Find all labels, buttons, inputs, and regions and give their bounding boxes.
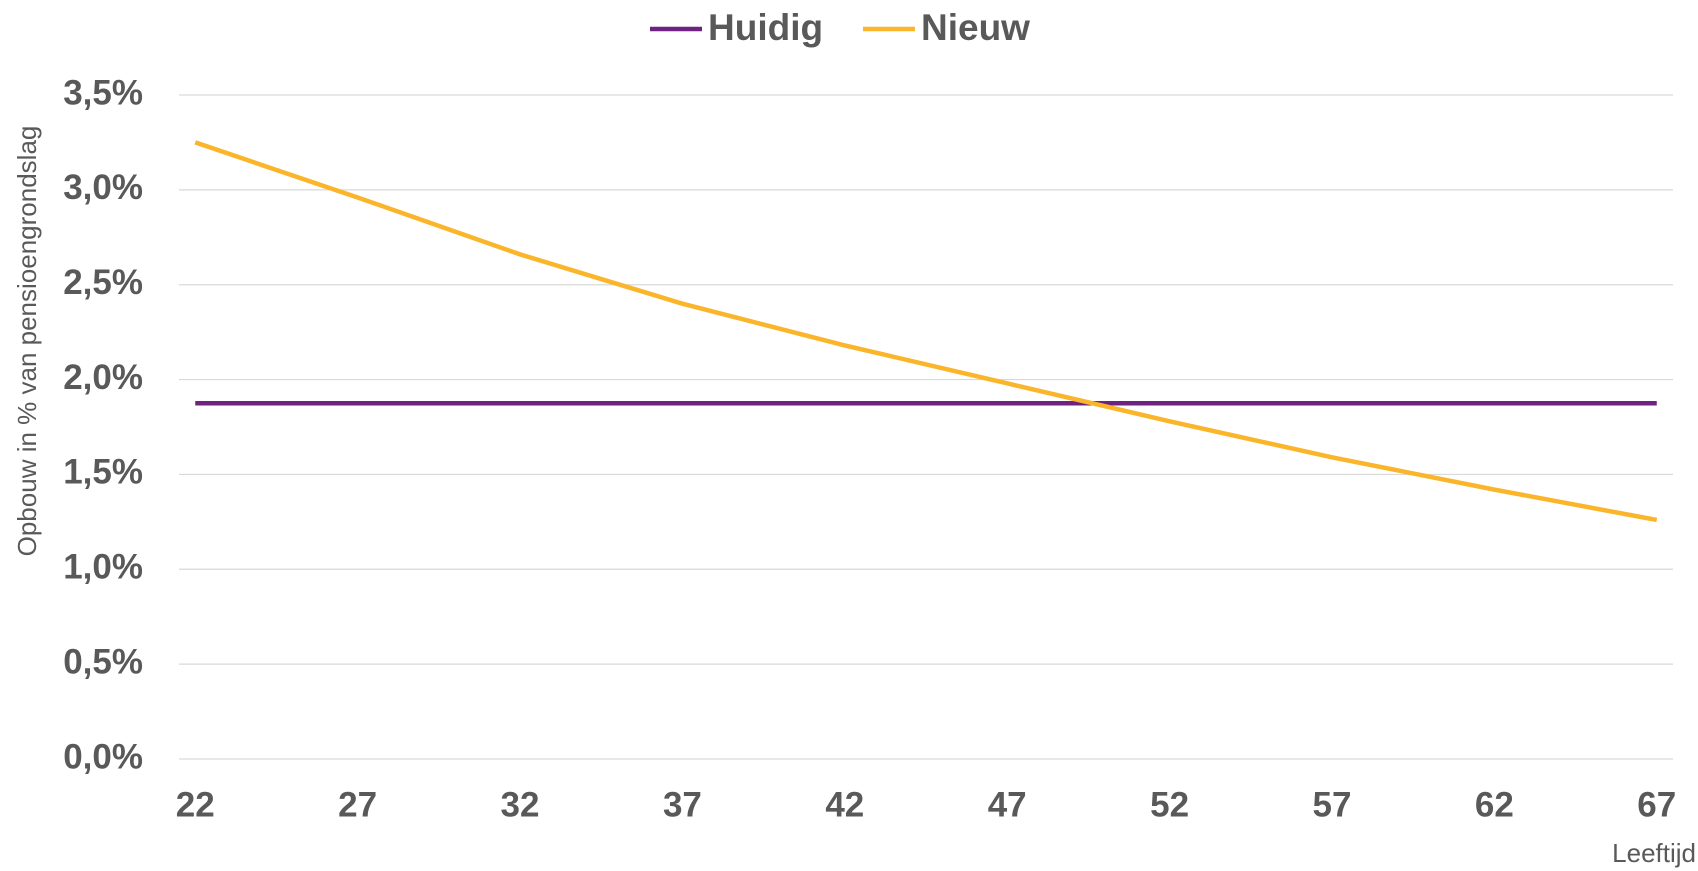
x-tick-label: 37 <box>663 785 702 824</box>
x-tick-label: 62 <box>1475 785 1514 824</box>
x-tick-label: 22 <box>176 785 215 824</box>
series-line <box>194 140 1658 523</box>
y-tick-label: 1,5% <box>63 453 143 492</box>
y-tick-label: 1,0% <box>63 548 143 587</box>
y-tick-label: 0,5% <box>63 642 143 681</box>
y-tick-label: 2,5% <box>63 263 143 302</box>
y-tick-label: 2,0% <box>63 358 143 397</box>
x-tick-label: 27 <box>338 785 377 824</box>
y-axis-title: Opbouw in % van pensioengrondslag <box>12 126 42 557</box>
x-tick-label: 57 <box>1313 785 1352 824</box>
legend-label: Huidig <box>708 7 823 48</box>
x-tick-label: 47 <box>988 785 1027 824</box>
y-tick-label: 3,5% <box>63 73 143 112</box>
x-tick-label: 52 <box>1150 785 1189 824</box>
legend-label: Nieuw <box>921 7 1030 48</box>
x-tick-label: 32 <box>501 785 540 824</box>
y-tick-label: 0,0% <box>63 737 143 776</box>
y-tick-label: 3,0% <box>63 168 143 207</box>
x-axis-title: Leeftijd <box>1612 838 1696 868</box>
x-tick-label: 42 <box>825 785 864 824</box>
x-tick-label: 67 <box>1637 785 1676 824</box>
